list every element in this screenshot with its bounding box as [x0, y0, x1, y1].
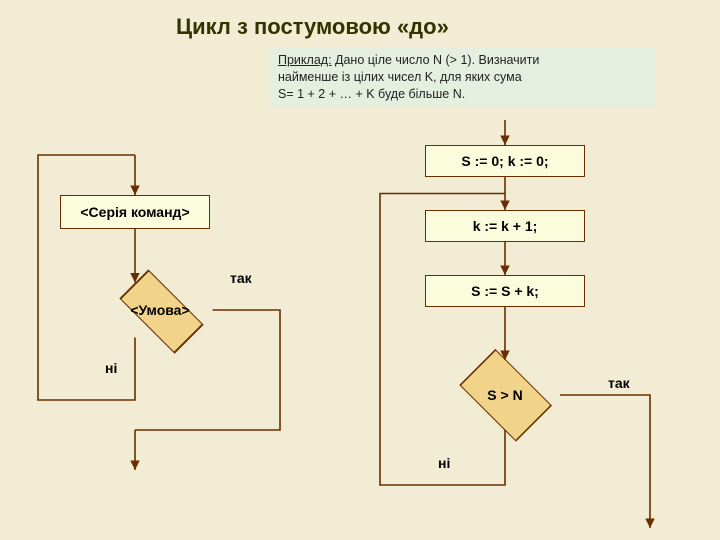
- init-box: S := 0; k := 0;: [425, 145, 585, 177]
- desc-lead: Приклад:: [278, 53, 332, 67]
- example-description: Приклад: Дано ціле число N (> 1). Визнач…: [270, 48, 656, 107]
- right-no-label: ні: [438, 455, 450, 471]
- sum-label: S := S + k;: [471, 283, 539, 299]
- right-yes-label: так: [608, 375, 630, 391]
- desc-line2: найменше із цілих чисел K, для яких сума: [278, 69, 648, 86]
- condition-label-left: <Умова>: [108, 283, 213, 338]
- condition-label-right: S > N: [450, 360, 560, 430]
- series-commands-box: <Серія команд>: [60, 195, 210, 229]
- left-no-label: ні: [105, 360, 117, 376]
- left-yes-label: так: [230, 270, 252, 286]
- page-title: Цикл з постумовою «до»: [176, 14, 449, 40]
- condition-diamond-left: <Умова>: [108, 283, 213, 338]
- sum-box: S := S + k;: [425, 275, 585, 307]
- inc-label: k := k + 1;: [473, 218, 538, 234]
- desc-line3: S= 1 + 2 + … + K буде більше N.: [278, 86, 648, 103]
- condition-diamond-right: S > N: [450, 360, 560, 430]
- desc-line1: Дано ціле число N (> 1). Визначити: [332, 53, 540, 67]
- increment-box: k := k + 1;: [425, 210, 585, 242]
- series-label: <Серія команд>: [80, 204, 189, 220]
- init-label: S := 0; k := 0;: [461, 153, 548, 169]
